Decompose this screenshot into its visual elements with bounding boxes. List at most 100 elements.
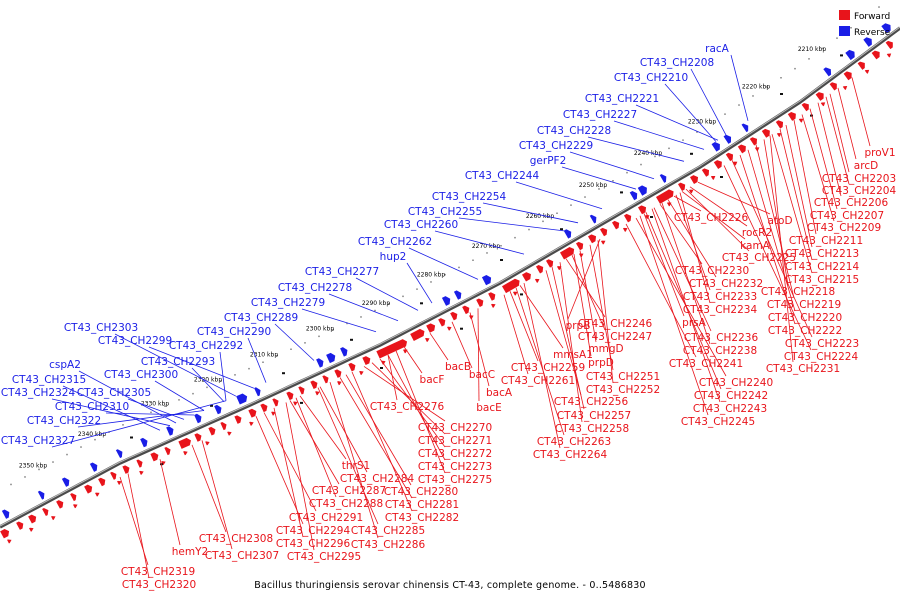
forward-gene-small[interactable]: [886, 52, 893, 58]
forward-gene-label[interactable]: CT43_CH2247: [578, 331, 652, 343]
forward-gene-label[interactable]: CT43_CH2258: [555, 423, 629, 435]
forward-gene-label[interactable]: CT43_CH2288: [309, 498, 383, 510]
forward-gene-small[interactable]: [512, 290, 518, 296]
reverse-gene-label[interactable]: CT43_CH2289: [224, 312, 298, 324]
forward-gene-label[interactable]: CT43_CH2225: [722, 252, 796, 264]
forward-gene-label[interactable]: CT43_CH2273: [418, 461, 492, 473]
forward-gene-label[interactable]: CT43_CH2233: [683, 291, 757, 303]
forward-gene[interactable]: [725, 151, 735, 162]
forward-gene[interactable]: [488, 291, 497, 301]
forward-gene[interactable]: [0, 528, 11, 539]
reverse-gene[interactable]: [563, 228, 574, 239]
forward-gene-label[interactable]: CT43_CH2214: [785, 261, 860, 273]
forward-gene-small[interactable]: [820, 101, 827, 107]
forward-gene[interactable]: [637, 204, 648, 215]
forward-gene[interactable]: [535, 264, 545, 274]
reverse-gene[interactable]: [881, 21, 893, 34]
forward-gene-small[interactable]: [491, 302, 496, 308]
forward-gene[interactable]: [42, 507, 50, 517]
forward-gene[interactable]: [689, 174, 700, 185]
forward-gene[interactable]: [655, 188, 676, 204]
forward-gene-label[interactable]: CT43_CH2276: [370, 401, 445, 413]
forward-gene-small[interactable]: [644, 214, 650, 220]
forward-gene-label[interactable]: CT43_CH2206: [814, 197, 889, 209]
reverse-gene[interactable]: [61, 476, 72, 487]
forward-gene-small[interactable]: [359, 370, 364, 376]
forward-gene[interactable]: [362, 355, 372, 366]
reverse-gene-label[interactable]: CT43_CH2305: [77, 387, 151, 399]
forward-gene-label[interactable]: CT43_CH2259: [511, 362, 585, 374]
forward-gene-label[interactable]: mmgD: [588, 343, 623, 355]
forward-gene-label[interactable]: arcD: [854, 160, 878, 172]
reverse-gene-label[interactable]: CT43_CH2315: [12, 374, 86, 386]
forward-gene-label[interactable]: CT43_CH2213: [785, 248, 859, 260]
forward-gene-small[interactable]: [578, 252, 584, 258]
forward-gene-label[interactable]: CT43_CH2215: [785, 274, 859, 286]
forward-gene-small[interactable]: [776, 131, 783, 137]
reverse-gene-label[interactable]: CT43_CH2278: [278, 282, 352, 294]
forward-gene-label[interactable]: atoD: [767, 215, 792, 227]
reverse-gene-label[interactable]: CT43_CH2260: [384, 219, 458, 231]
forward-gene-label[interactable]: CT43_CH2241: [669, 358, 743, 370]
forward-gene-label[interactable]: CT43_CH2275: [418, 474, 492, 486]
reverse-gene-label[interactable]: CT43_CH2227: [563, 109, 637, 121]
forward-gene[interactable]: [737, 143, 748, 154]
reverse-gene-label[interactable]: CT43_CH2210: [614, 72, 688, 84]
forward-gene[interactable]: [871, 49, 882, 60]
forward-gene-label[interactable]: CT43_CH2281: [385, 499, 459, 511]
forward-gene-label[interactable]: CT43_CH2223: [785, 338, 859, 350]
reverse-gene-label[interactable]: CT43_CH2279: [251, 297, 325, 309]
forward-gene-small[interactable]: [95, 491, 100, 497]
reverse-gene-label[interactable]: CT43_CH2310: [55, 401, 129, 413]
forward-gene-label[interactable]: CT43_CH2286: [351, 539, 426, 551]
forward-gene-label[interactable]: CT43_CH2218: [761, 286, 835, 298]
reverse-gene-label[interactable]: CT43_CH2303: [64, 322, 138, 334]
forward-gene[interactable]: [815, 90, 826, 101]
reverse-gene[interactable]: [316, 357, 325, 368]
reverse-gene[interactable]: [659, 173, 669, 183]
forward-gene[interactable]: [885, 39, 896, 50]
forward-gene-label[interactable]: CT43_CH2236: [684, 332, 759, 344]
forward-gene-label[interactable]: bacF: [420, 374, 445, 386]
forward-gene-small[interactable]: [425, 337, 430, 342]
forward-gene-small[interactable]: [864, 68, 871, 74]
reverse-gene-label[interactable]: CT43_CH2221: [585, 93, 659, 105]
forward-gene[interactable]: [545, 258, 555, 268]
forward-gene-label[interactable]: CT43_CH2211: [789, 235, 863, 247]
reverse-gene-label[interactable]: CT43_CH2277: [305, 266, 379, 278]
forward-gene[interactable]: [272, 397, 280, 407]
reverse-gene-label[interactable]: CT43_CH2262: [358, 236, 432, 248]
reverse-gene-label[interactable]: CT43_CH2293: [141, 356, 215, 368]
reverse-gene[interactable]: [629, 189, 640, 201]
reverse-gene[interactable]: [326, 352, 337, 364]
forward-gene[interactable]: [208, 426, 217, 436]
forward-gene-label[interactable]: CT43_CH2270: [418, 422, 492, 434]
forward-gene-small[interactable]: [271, 410, 276, 416]
forward-gene-small[interactable]: [688, 188, 694, 194]
forward-gene-small[interactable]: [337, 380, 342, 386]
forward-gene-small[interactable]: [534, 277, 540, 283]
forward-gene[interactable]: [587, 233, 598, 244]
forward-gene-label[interactable]: bacC: [469, 369, 495, 381]
forward-gene[interactable]: [178, 437, 192, 449]
forward-gene[interactable]: [476, 297, 485, 307]
forward-gene-label[interactable]: CT43_CH2242: [694, 390, 768, 402]
forward-gene[interactable]: [611, 219, 621, 230]
reverse-gene[interactable]: [741, 122, 751, 133]
reverse-gene[interactable]: [254, 386, 262, 397]
reverse-gene-label[interactable]: CT43_CH2244: [465, 170, 540, 182]
forward-gene[interactable]: [426, 322, 437, 333]
forward-gene[interactable]: [248, 407, 258, 418]
forward-gene-label[interactable]: rocR2: [742, 227, 772, 239]
reverse-gene[interactable]: [236, 392, 249, 405]
forward-gene-label[interactable]: CT43_CH2319: [121, 566, 195, 578]
reverse-gene[interactable]: [140, 437, 149, 448]
forward-gene-label[interactable]: prpD: [588, 357, 614, 369]
forward-gene-label[interactable]: proV1: [864, 147, 895, 159]
forward-gene-label[interactable]: CT43_CH2220: [768, 312, 842, 324]
forward-gene-label[interactable]: CT43_CH2296: [276, 538, 351, 550]
forward-gene-label[interactable]: CT43_CH2257: [557, 410, 631, 422]
forward-gene[interactable]: [334, 368, 343, 378]
reverse-gene[interactable]: [589, 213, 599, 224]
reverse-gene[interactable]: [194, 413, 203, 424]
